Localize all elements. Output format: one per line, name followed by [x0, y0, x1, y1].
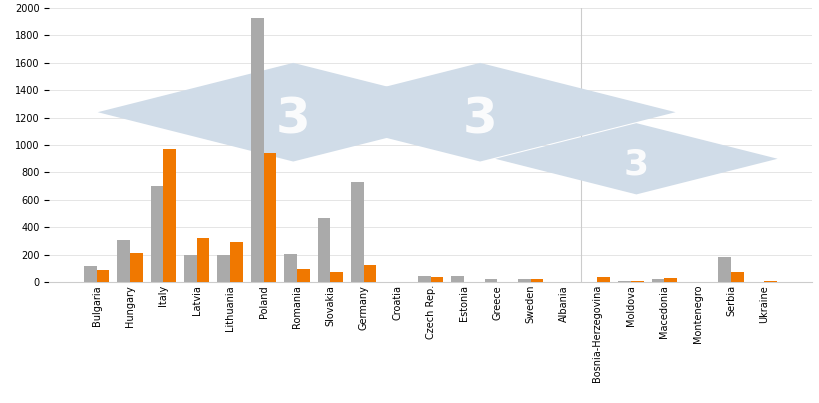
- Text: 3: 3: [462, 96, 497, 143]
- Bar: [484, 279, 496, 282]
- Bar: [263, 153, 276, 282]
- Bar: [717, 257, 731, 282]
- Polygon shape: [97, 63, 488, 162]
- Bar: [430, 277, 442, 282]
- Bar: [330, 272, 342, 282]
- Bar: [630, 281, 643, 282]
- Bar: [618, 281, 630, 282]
- Bar: [351, 182, 364, 282]
- Bar: [418, 276, 430, 282]
- Bar: [651, 279, 663, 282]
- Bar: [518, 279, 530, 282]
- Text: 3: 3: [623, 147, 648, 181]
- Bar: [117, 240, 129, 282]
- Bar: [317, 218, 330, 282]
- Bar: [197, 237, 209, 282]
- Text: 3: 3: [275, 96, 310, 143]
- Bar: [663, 278, 676, 282]
- Bar: [84, 266, 97, 282]
- Bar: [97, 270, 109, 282]
- Bar: [530, 279, 543, 282]
- Polygon shape: [495, 123, 776, 194]
- Bar: [217, 256, 230, 282]
- Bar: [230, 242, 242, 282]
- Bar: [251, 18, 263, 282]
- Bar: [763, 281, 776, 282]
- Bar: [151, 186, 163, 282]
- Polygon shape: [284, 63, 675, 162]
- Bar: [129, 253, 143, 282]
- Bar: [284, 254, 296, 282]
- Bar: [731, 272, 743, 282]
- Bar: [597, 277, 609, 282]
- Bar: [364, 265, 376, 282]
- Bar: [450, 276, 464, 282]
- Bar: [163, 148, 176, 282]
- Bar: [296, 269, 310, 282]
- Bar: [183, 256, 197, 282]
